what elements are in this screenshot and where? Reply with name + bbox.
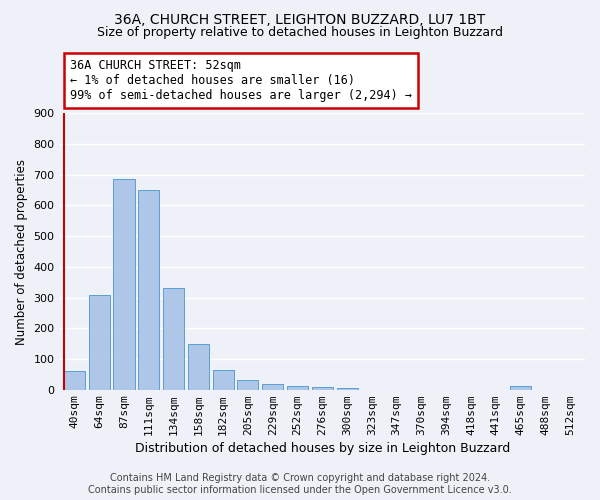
Y-axis label: Number of detached properties: Number of detached properties xyxy=(15,158,28,344)
Text: Size of property relative to detached houses in Leighton Buzzard: Size of property relative to detached ho… xyxy=(97,26,503,39)
Bar xyxy=(287,386,308,390)
Bar xyxy=(89,294,110,390)
X-axis label: Distribution of detached houses by size in Leighton Buzzard: Distribution of detached houses by size … xyxy=(134,442,510,455)
Text: Contains HM Land Registry data © Crown copyright and database right 2024.
Contai: Contains HM Land Registry data © Crown c… xyxy=(88,474,512,495)
Bar xyxy=(238,380,259,390)
Bar xyxy=(312,386,333,390)
Bar xyxy=(510,386,531,390)
Bar xyxy=(337,388,358,390)
Bar xyxy=(64,372,85,390)
Bar xyxy=(163,288,184,390)
Bar xyxy=(138,190,160,390)
Bar xyxy=(188,344,209,390)
Text: 36A, CHURCH STREET, LEIGHTON BUZZARD, LU7 1BT: 36A, CHURCH STREET, LEIGHTON BUZZARD, LU… xyxy=(115,12,485,26)
Bar xyxy=(262,384,283,390)
Bar xyxy=(113,180,134,390)
Bar xyxy=(212,370,233,390)
Text: 36A CHURCH STREET: 52sqm
← 1% of detached houses are smaller (16)
99% of semi-de: 36A CHURCH STREET: 52sqm ← 1% of detache… xyxy=(70,60,412,102)
